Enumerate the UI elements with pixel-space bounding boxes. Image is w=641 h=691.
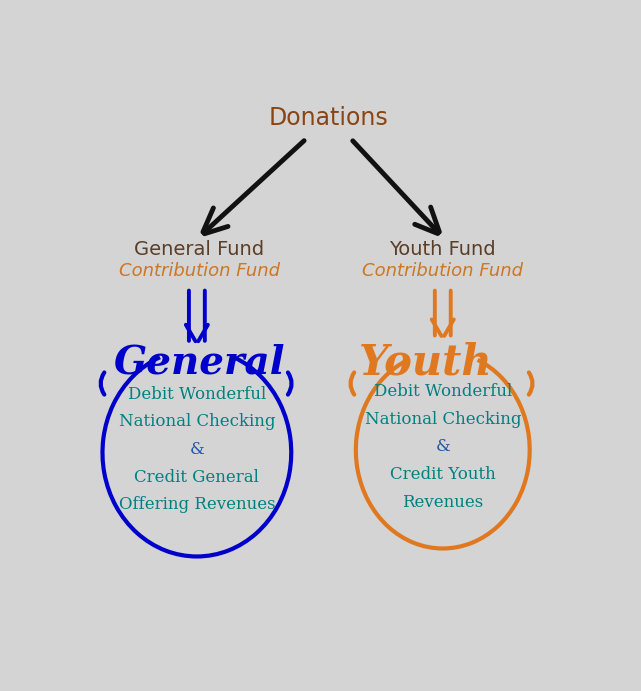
- Text: &: &: [435, 438, 450, 455]
- Text: National Checking: National Checking: [365, 410, 521, 428]
- Text: Donations: Donations: [269, 106, 388, 129]
- Text: National Checking: National Checking: [119, 413, 275, 430]
- Text: General Fund: General Fund: [134, 240, 265, 259]
- Text: Contribution Fund: Contribution Fund: [362, 262, 523, 280]
- Text: Offering Revenues: Offering Revenues: [119, 496, 275, 513]
- Text: &: &: [190, 441, 204, 458]
- Text: Youth: Youth: [358, 341, 492, 384]
- Text: Credit Youth: Credit Youth: [390, 466, 495, 483]
- Text: Debit Wonderful: Debit Wonderful: [128, 386, 266, 403]
- Text: Revenues: Revenues: [402, 493, 483, 511]
- Text: Youth Fund: Youth Fund: [390, 240, 496, 259]
- Text: Credit General: Credit General: [135, 468, 260, 486]
- Text: General: General: [113, 343, 285, 381]
- Text: Contribution Fund: Contribution Fund: [119, 262, 280, 280]
- Text: Debit Wonderful: Debit Wonderful: [374, 383, 512, 400]
